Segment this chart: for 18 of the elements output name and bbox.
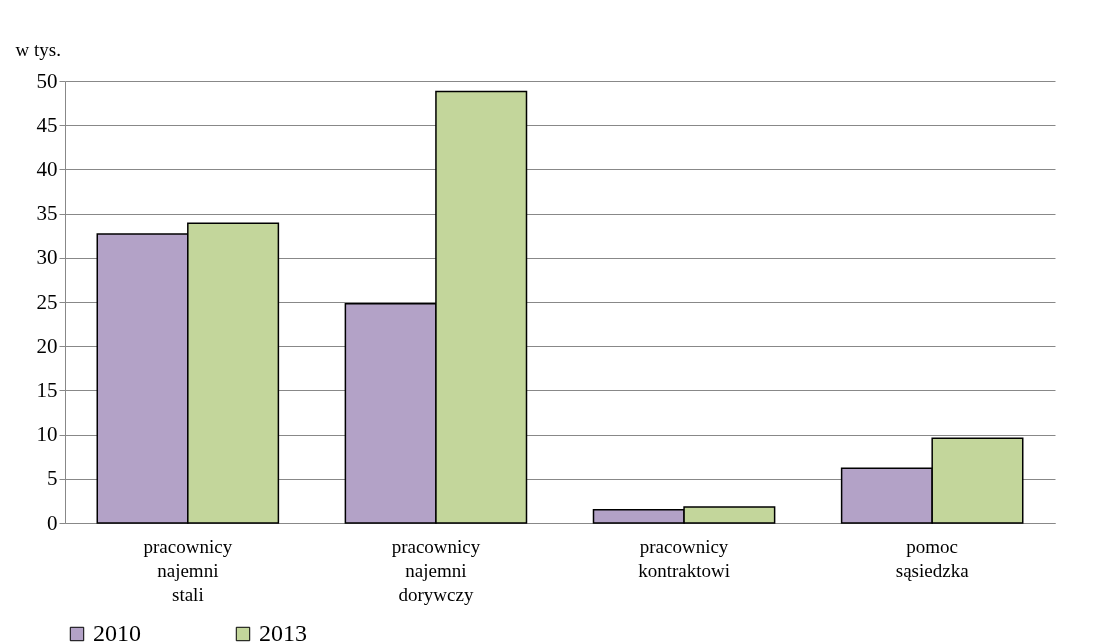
y-axis-title: w tys. <box>15 38 61 60</box>
x-tick-label: pomoc sąsiedzka <box>895 535 970 581</box>
y-tick-label: 0 <box>47 510 58 535</box>
y-tick-label: 15 <box>36 377 58 402</box>
y-tick-label: 10 <box>36 422 58 447</box>
x-tick-label: pracownicy najemni stali <box>143 535 233 605</box>
y-tick-label: 45 <box>36 112 58 137</box>
y-tick-label: 20 <box>36 333 58 358</box>
y-tick-label: 35 <box>36 201 58 226</box>
y-tick-label: 5 <box>47 466 58 491</box>
legend-label: 2013 <box>259 620 307 644</box>
y-tick-label: 30 <box>36 245 58 270</box>
y-tick-label: 25 <box>36 289 58 314</box>
legend-label: 2010 <box>93 620 141 644</box>
x-tick-label: pracownicy najemni dorywczy <box>391 535 481 605</box>
y-tick-label: 40 <box>36 156 58 181</box>
x-tick-label: pracownicy kontraktowi <box>638 535 730 581</box>
y-tick-label: 50 <box>36 68 58 93</box>
